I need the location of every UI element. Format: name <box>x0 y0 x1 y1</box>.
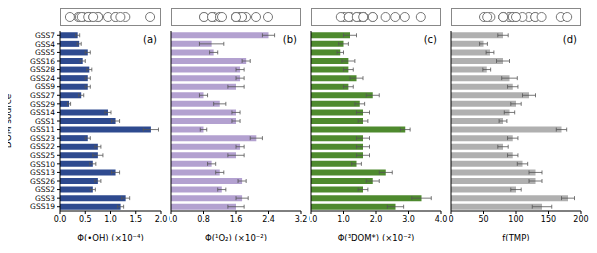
svg-text:2.0: 2.0 <box>370 215 383 224</box>
html-text:(c): (c) <box>423 34 437 45</box>
svg-text:Φ(³DOM*) (×10⁻²): Φ(³DOM*) (×10⁻²) <box>338 233 415 241</box>
svg-text:1.5: 1.5 <box>129 215 142 224</box>
svg-text:50: 50 <box>478 215 488 224</box>
svg-text:1.0: 1.0 <box>104 215 117 224</box>
svg-text:0.5: 0.5 <box>79 215 92 224</box>
svg-text:1.0: 1.0 <box>337 215 350 224</box>
svg-text:0.0: 0.0 <box>309 215 317 224</box>
svg-text:GSS27: GSS27 <box>30 90 55 100</box>
svg-text:0: 0 <box>449 215 454 224</box>
svg-text:GSS13: GSS13 <box>30 168 55 178</box>
svg-text:3.2: 3.2 <box>295 215 308 224</box>
svg-text:GSS25: GSS25 <box>30 150 55 160</box>
html-text:(a): (a) <box>143 34 157 45</box>
svg-text:GSS22: GSS22 <box>30 142 55 152</box>
svg-text:0.8: 0.8 <box>197 215 210 224</box>
svg-text:3.0: 3.0 <box>402 215 415 224</box>
svg-text:GSS4: GSS4 <box>34 39 55 49</box>
svg-text:4.0: 4.0 <box>435 215 448 224</box>
svg-text:200: 200 <box>573 215 588 224</box>
svg-text:Φ(¹O₂) (×10⁻²): Φ(¹O₂) (×10⁻²) <box>205 233 267 241</box>
svg-text:GSS14: GSS14 <box>30 108 55 118</box>
svg-text:DOM source: DOM source <box>8 93 13 148</box>
html-text:(d): (d) <box>562 34 577 45</box>
svg-text:GSS7: GSS7 <box>34 30 55 40</box>
svg-text:GSS5: GSS5 <box>34 48 55 58</box>
svg-text:GSS28: GSS28 <box>30 65 55 75</box>
svg-text:1.6: 1.6 <box>230 215 243 224</box>
svg-text:GSS1: GSS1 <box>34 116 55 126</box>
svg-text:GSS19: GSS19 <box>30 202 55 211</box>
svg-text:GSS26: GSS26 <box>30 176 55 186</box>
svg-text:2.0: 2.0 <box>155 215 168 224</box>
svg-text:f(TMP): f(TMP) <box>502 233 529 241</box>
svg-text:GSS10: GSS10 <box>30 159 55 169</box>
svg-text:GSS11: GSS11 <box>30 125 55 135</box>
svg-text:GSS3: GSS3 <box>34 193 55 203</box>
svg-text:GSS24: GSS24 <box>30 73 55 83</box>
svg-text:GSS9: GSS9 <box>34 82 55 92</box>
svg-text:150: 150 <box>541 215 556 224</box>
svg-text:0.0: 0.0 <box>169 215 177 224</box>
svg-text:Φ(•OH) (×10⁻⁴): Φ(•OH) (×10⁻⁴) <box>77 233 144 241</box>
svg-text:GSS16: GSS16 <box>30 56 55 66</box>
svg-text:GSS2: GSS2 <box>34 185 55 195</box>
svg-text:2.4: 2.4 <box>262 215 275 224</box>
svg-text:GSS29: GSS29 <box>30 99 55 109</box>
html-text:(b): (b) <box>282 34 297 45</box>
svg-text:100: 100 <box>508 215 523 224</box>
svg-text:GSS23: GSS23 <box>30 133 55 143</box>
svg-text:0.0: 0.0 <box>54 215 67 224</box>
